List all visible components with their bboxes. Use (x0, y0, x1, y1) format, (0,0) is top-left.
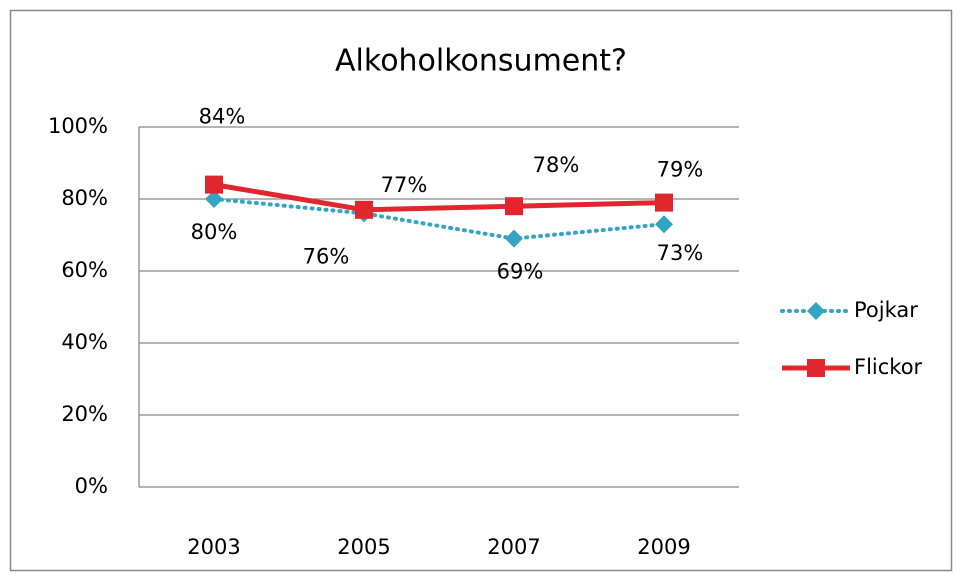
data-label: 80% (191, 220, 238, 244)
chart-title: Alkoholkonsument? (335, 44, 627, 79)
series-line (212, 197, 666, 241)
legend-label: Pojkar (854, 298, 918, 322)
x-tick-label: 2009 (637, 535, 690, 559)
data-point (505, 229, 523, 248)
y-tick-label: 100% (48, 114, 108, 138)
legend-marker (807, 359, 825, 377)
chart-frame (9, 9, 953, 572)
data-label: 73% (657, 241, 704, 265)
data-point (655, 215, 673, 234)
data-point (205, 190, 223, 208)
legend-marker (807, 302, 825, 320)
data-point (505, 197, 523, 216)
x-tick-label: 2007 (487, 535, 540, 559)
x-tick-label: 2003 (187, 535, 240, 559)
data-point (655, 193, 673, 212)
data-label: 78% (533, 153, 580, 177)
series-line (213, 182, 665, 213)
data-label: 79% (657, 158, 704, 182)
legend-label: Flickor (854, 355, 923, 379)
y-tick-label: 0% (75, 474, 108, 498)
y-tick-label: 80% (61, 186, 108, 210)
data-label: 84% (199, 105, 246, 129)
data-label: 69% (497, 260, 544, 284)
y-tick-label: 20% (61, 402, 108, 426)
y-tick-label: 40% (61, 330, 108, 354)
data-label: 77% (381, 173, 428, 197)
data-point (355, 200, 373, 219)
data-label: 76% (303, 244, 350, 268)
x-tick-label: 2005 (337, 535, 390, 559)
data-point (205, 175, 223, 194)
y-tick-label: 60% (61, 258, 108, 282)
